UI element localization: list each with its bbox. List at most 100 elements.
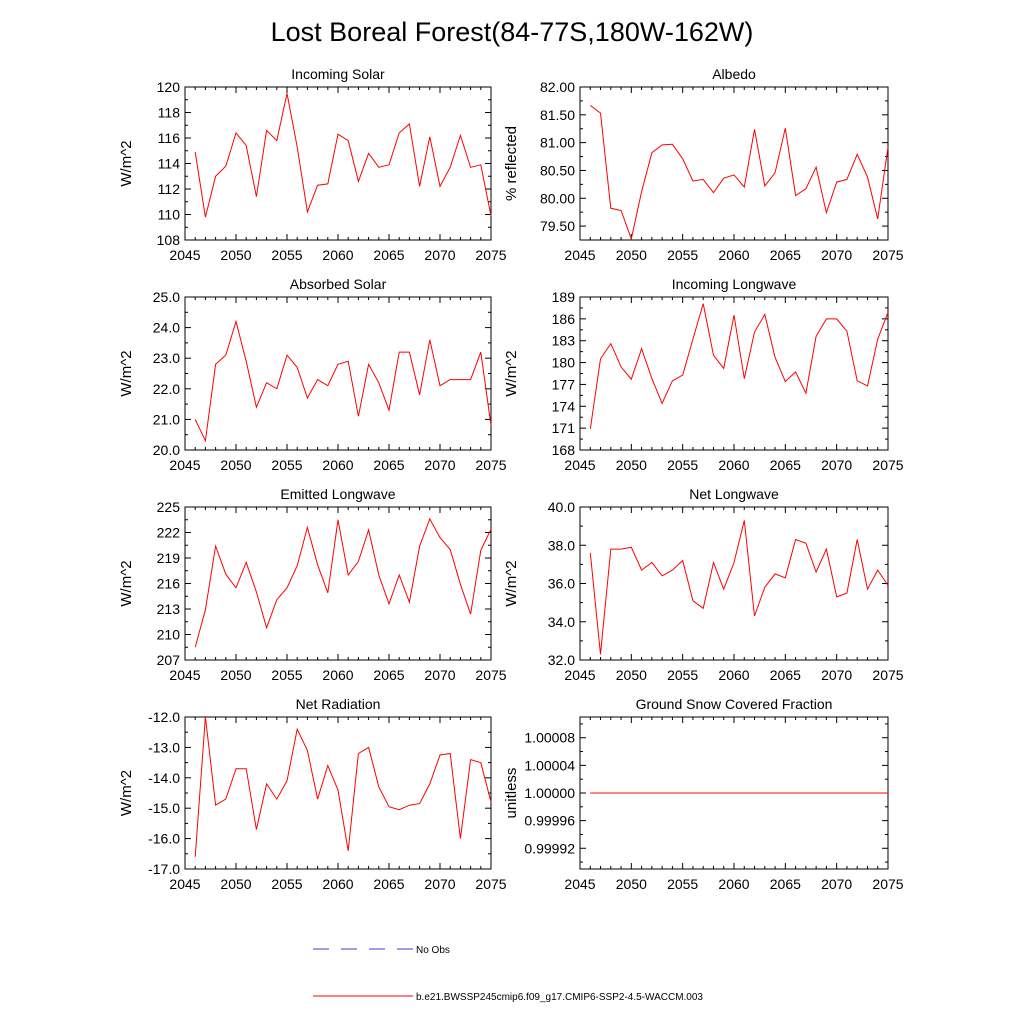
y-tick-label: 20.0 [153,442,180,458]
y-tick-label: 1.00008 [524,730,575,746]
y-tick-label: 25.0 [153,289,180,305]
x-tick-label: 2055 [271,457,302,473]
x-tick-label: 2050 [616,876,647,892]
x-tick-label: 2050 [220,457,251,473]
panel-4: 2045 2050 2055 2060 2065 2070 2075 168 171 174 177… [503,276,904,473]
x-tick-label: 2060 [718,667,749,683]
x-tick-label: 2075 [475,457,506,473]
x-tick-label: 2075 [872,457,903,473]
y-tick-label: -14.0 [148,770,180,786]
y-tick-label: 112 [158,181,181,197]
series-line [589,303,889,429]
y-tick-label: 0.99992 [524,840,575,856]
y-tick-label: 222 [157,525,181,541]
series-line [589,520,889,655]
series-line [194,319,492,443]
x-tick-label: 2045 [564,457,595,473]
x-tick-label: 2065 [770,876,801,892]
y-tick-label: 80.50 [540,162,575,178]
x-tick-label: 2070 [424,247,455,263]
panel-1: 2045 2050 2055 2060 2065 2070 2075 108 110 112 114… [118,66,507,263]
x-tick-label: 2065 [770,667,801,683]
panel-title: Emitted Longwave [280,486,395,502]
plot-frame [184,86,492,241]
y-tick-label: 225 [157,499,181,515]
plot-frame [579,506,889,661]
y-tick-label: 81.00 [540,135,575,151]
x-tick-label: 2050 [220,247,251,263]
y-tick-label: 116 [158,130,181,146]
x-tick-label: 2070 [424,876,455,892]
x-tick-label: 2060 [718,247,749,263]
y-tick-label: 213 [157,601,181,617]
y-tick-label: 82.00 [540,79,575,95]
legend: No Obs b.e21.BWSSP245cmip6.f09_g17.CMIP6… [313,945,703,1003]
x-tick-label: 2065 [373,876,404,892]
x-tick-label: 2065 [373,457,404,473]
y-tick-label: 0.99996 [524,813,575,829]
y-axis-label: W/m^2 [503,350,520,396]
x-tick-label: 2060 [718,457,749,473]
x-tick-label: 2045 [564,876,595,892]
x-tick-label: 2075 [872,876,903,892]
y-tick-label: 189 [552,289,576,305]
y-tick-label: 114 [158,156,181,172]
x-tick-label: 2060 [322,457,353,473]
y-tick-label: 1.00000 [524,785,575,801]
y-tick-label: 21.0 [153,411,180,427]
x-tick-label: 2070 [424,667,455,683]
figure-title: Lost Boreal Forest(84-77S,180W-162W) [271,17,754,47]
y-axis-label: W/m^2 [118,140,135,186]
y-tick-label: 1.00004 [524,757,575,773]
x-tick-label: 2055 [667,667,698,683]
x-tick-label: 2070 [424,457,455,473]
x-tick-label: 2060 [322,667,353,683]
y-tick-label: 120 [157,79,181,95]
y-tick-label: 38.0 [548,537,575,553]
x-tick-label: 2075 [475,667,506,683]
x-tick-label: 2055 [667,247,698,263]
plot-frame [579,86,889,241]
y-tick-label: 210 [157,627,181,643]
x-tick-label: 2070 [821,457,852,473]
y-axis-label: W/m^2 [118,350,135,396]
y-axis-label: unitless [503,768,520,819]
y-tick-label: 110 [158,207,181,223]
y-tick-label: 34.0 [548,614,575,630]
y-tick-label: 81.50 [540,107,575,123]
x-tick-label: 2065 [770,247,801,263]
panel-8: 2045 2050 2055 2060 2065 2070 2075 0.99992 0.999… [503,696,904,892]
x-tick-label: 2050 [616,247,647,263]
series-line [194,517,492,648]
x-tick-label: 2070 [821,876,852,892]
panel-7: 2045 2050 2055 2060 2065 2070 2075 -17.0 -16.0 -1… [118,696,507,892]
x-tick-label: 2055 [271,876,302,892]
y-tick-label: 171 [552,420,576,436]
panel-3: 2045 2050 2055 2060 2065 2070 2075 20.0 21.0 22.0… [118,276,507,473]
x-tick-label: 2045 [169,876,200,892]
legend-obs-label: No Obs [416,945,450,956]
x-tick-label: 2060 [322,247,353,263]
x-tick-label: 2070 [821,667,852,683]
legend-model-label: b.e21.BWSSP245cmip6.f09_g17.CMIP6-SSP2-4… [416,992,703,1003]
x-tick-label: 2050 [616,457,647,473]
panel-title: Net Longwave [689,486,779,502]
x-tick-label: 2055 [667,457,698,473]
x-tick-label: 2075 [872,247,903,263]
y-tick-label: 79.50 [540,218,575,234]
y-tick-label: 183 [552,333,576,349]
x-tick-label: 2050 [616,667,647,683]
x-tick-label: 2060 [718,876,749,892]
y-tick-label: 23.0 [153,350,180,366]
series-line [589,105,889,241]
panel-title: Ground Snow Covered Fraction [636,696,833,712]
y-tick-label: 32.0 [548,652,575,668]
y-axis-label: W/m^2 [503,560,520,606]
y-tick-label: 40.0 [548,499,575,515]
y-tick-label: 216 [157,576,181,592]
y-axis-label: W/m^2 [118,770,135,816]
y-tick-label: -15.0 [148,800,180,816]
panel-grid: 2045 2050 2055 2060 2065 2070 2075 108 110 112 114… [118,66,904,892]
x-tick-label: 2050 [220,667,251,683]
